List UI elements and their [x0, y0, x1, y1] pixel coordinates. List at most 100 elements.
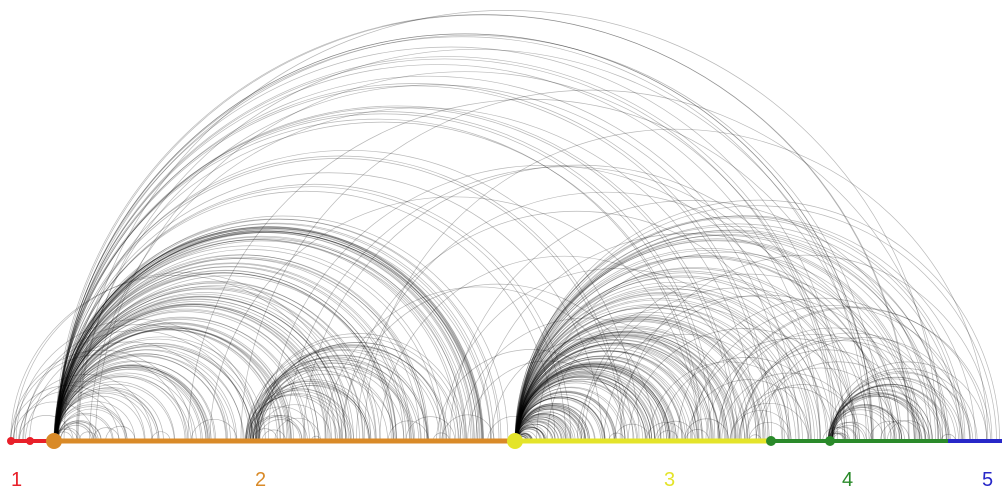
arc-link — [739, 340, 942, 442]
arc-link — [55, 383, 175, 442]
arc-link — [516, 316, 767, 442]
arc-link — [684, 418, 730, 442]
arc-link — [252, 385, 370, 442]
arc-link — [56, 232, 475, 442]
arc-link — [515, 368, 661, 442]
arc-link — [515, 328, 749, 442]
arc-link — [55, 306, 326, 442]
arc-link — [54, 286, 364, 442]
arc-link — [63, 121, 703, 442]
arc-link — [516, 391, 616, 442]
arc-link — [57, 329, 281, 442]
arc-link — [56, 365, 208, 442]
arc-link — [57, 285, 377, 442]
arc-link — [245, 369, 389, 442]
arc-link — [255, 366, 405, 442]
arc-link — [55, 295, 347, 442]
arc-link — [515, 239, 919, 442]
arc-link — [828, 361, 988, 442]
arc-link — [15, 319, 260, 442]
arc-link — [57, 296, 347, 442]
arc-link — [254, 344, 448, 442]
arc-link — [832, 383, 947, 442]
arc-link — [516, 415, 568, 442]
arc-link — [869, 420, 910, 442]
arc-link — [54, 269, 397, 442]
arc-link — [13, 272, 352, 442]
arc-link — [54, 226, 484, 442]
arc-link — [516, 267, 873, 442]
arc-link — [685, 429, 710, 442]
arc-link — [515, 365, 668, 442]
arc-link — [516, 376, 650, 442]
arc-link — [516, 320, 757, 442]
arc-link — [738, 387, 846, 442]
arc-link — [55, 420, 99, 442]
arc-link — [75, 10, 938, 442]
arc-link — [256, 349, 440, 442]
arc-link — [12, 401, 96, 442]
arc-link — [516, 343, 713, 442]
arc-link — [516, 396, 606, 442]
arc-link — [514, 215, 966, 442]
arc-link — [517, 358, 683, 442]
arc-link — [515, 288, 821, 442]
arc-link — [256, 373, 396, 442]
arc-link — [56, 287, 364, 442]
arc-link — [516, 396, 605, 442]
arc-link — [57, 215, 509, 442]
arc-link — [516, 413, 572, 442]
arc-link — [831, 368, 978, 442]
arc-links — [9, 10, 1000, 442]
arc-link — [831, 371, 971, 442]
arc-link — [515, 304, 789, 442]
arc-link — [57, 230, 478, 442]
arc-link — [516, 333, 733, 442]
arc-link — [517, 362, 675, 442]
arc-link — [55, 349, 245, 442]
arc-link — [515, 248, 902, 442]
arc-link — [729, 403, 810, 442]
arc-link — [515, 375, 651, 442]
arc-link — [517, 320, 760, 442]
arc-link — [516, 405, 589, 442]
arc-link — [516, 378, 647, 442]
arc-link — [341, 210, 812, 442]
arc-link — [55, 270, 397, 442]
arc-link — [356, 191, 855, 442]
arc-link — [245, 349, 429, 442]
arc-link — [56, 368, 207, 442]
arc-link — [829, 392, 927, 442]
arc-link — [516, 356, 687, 442]
arc-link — [53, 395, 145, 442]
arc-link — [252, 345, 450, 442]
arc-link — [828, 404, 906, 442]
arc-link — [828, 394, 922, 442]
arc-link — [57, 36, 867, 442]
arc-link — [516, 334, 736, 442]
segment-labels: 1 2 3 4 5 — [11, 469, 993, 491]
arc-link — [516, 396, 606, 442]
arc-link — [517, 418, 563, 442]
arc-link — [56, 229, 481, 442]
arc-link — [59, 424, 92, 442]
arc-link — [755, 361, 921, 442]
arc-link — [56, 317, 310, 442]
arc-link — [252, 428, 278, 442]
arc-link — [240, 89, 943, 442]
arc-link — [517, 412, 579, 442]
arc-link — [53, 388, 160, 442]
arc-link — [515, 418, 563, 442]
segment-label-5: 5 — [982, 469, 993, 491]
arc-link — [516, 288, 830, 442]
arc-link — [831, 405, 903, 442]
arc-link — [54, 231, 483, 442]
arc-link — [245, 366, 395, 442]
arc-link — [274, 417, 321, 442]
arc-link — [827, 395, 923, 442]
arc-link — [828, 395, 920, 442]
arc-link — [517, 229, 950, 442]
arc-link — [516, 394, 611, 442]
arc-link — [257, 362, 415, 442]
arc-link — [56, 256, 426, 442]
